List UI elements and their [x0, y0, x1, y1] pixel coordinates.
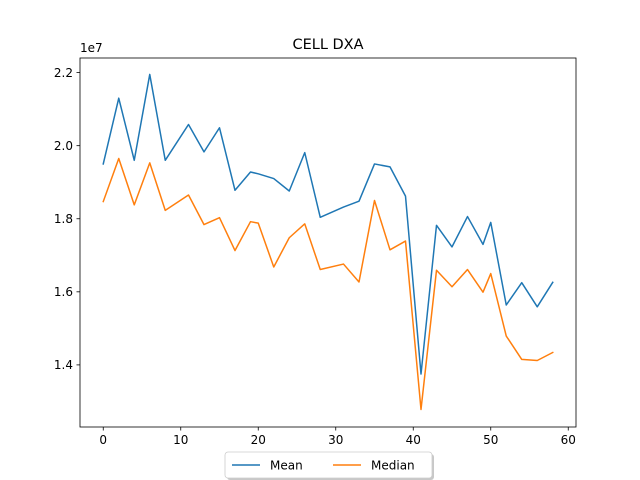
y-tick-label: 2.0 — [54, 139, 73, 153]
y-tick-label: 2.2 — [54, 66, 73, 80]
legend: Mean Median — [224, 451, 434, 480]
legend-label-mean: Mean — [270, 458, 303, 472]
x-tick-label: 40 — [406, 433, 421, 447]
series-line-median — [102, 157, 554, 411]
y-tick-label: 1.4 — [54, 358, 73, 372]
x-tick-label: 30 — [328, 433, 343, 447]
y-tick-label: 1.6 — [54, 285, 73, 299]
y-tick-label: 1.8 — [54, 212, 73, 226]
chart-title: CELL DXA — [292, 37, 363, 53]
x-tick-label: 50 — [483, 433, 498, 447]
axes: 0 10 20 30 40 50 60 1.4 1.6 1.8 2.0 2.2 — [54, 57, 577, 447]
legend-label-median: Median — [371, 458, 415, 472]
x-tick-label: 10 — [173, 433, 188, 447]
y-offset-label: 1e7 — [80, 41, 103, 55]
series-line-mean — [102, 73, 554, 375]
legend-box — [224, 451, 433, 479]
x-tick-label: 60 — [561, 433, 576, 447]
plot-area — [102, 73, 554, 411]
x-tick-label: 20 — [251, 433, 266, 447]
axes-frame — [79, 57, 577, 428]
x-tick-label: 0 — [99, 433, 107, 447]
